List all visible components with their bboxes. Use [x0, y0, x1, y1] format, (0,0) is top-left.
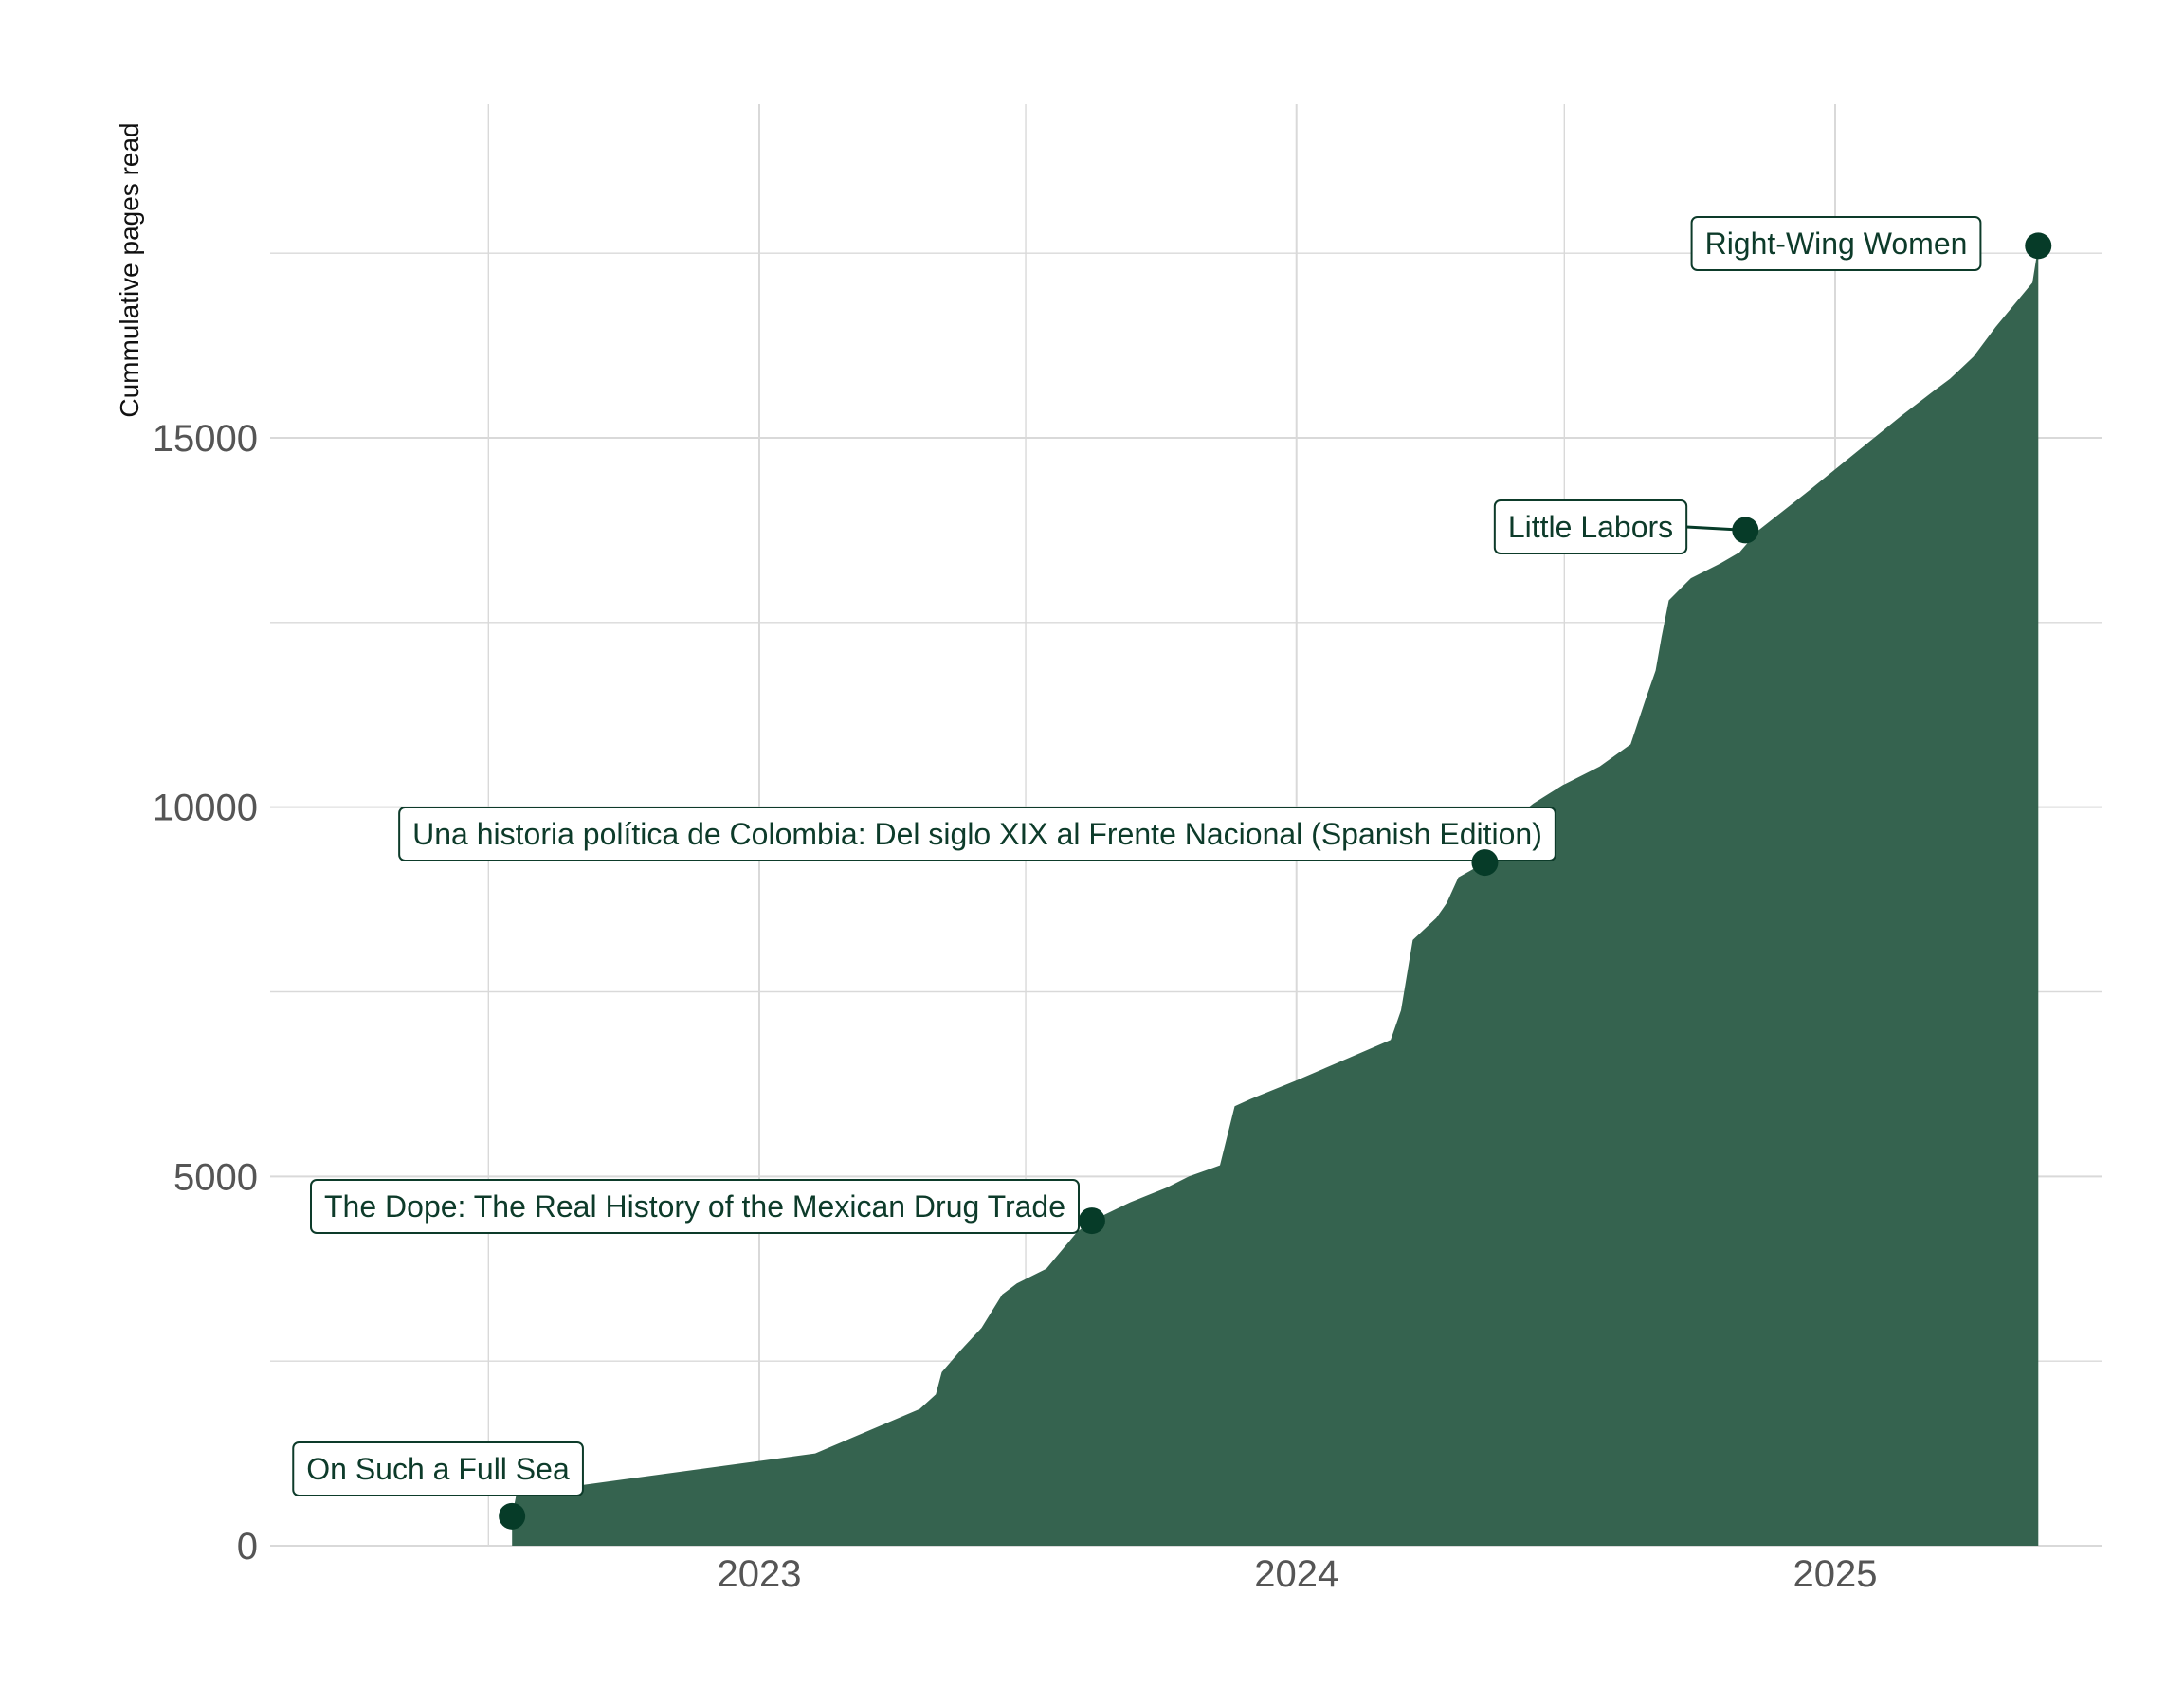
y-tick-label: 0 [237, 1526, 258, 1568]
y-tick-label: 15000 [153, 418, 258, 460]
annotation: The Dope: The Real History of the Mexica… [310, 1179, 1105, 1235]
y-tick-label: 5000 [173, 1156, 258, 1198]
annotation-box [398, 807, 1556, 861]
annotation-point [1471, 849, 1499, 877]
annotation-box [1690, 216, 1982, 271]
annotation-box [292, 1441, 584, 1496]
annotations: On Such a Full Sea The Dope: The Real His… [292, 216, 2052, 1530]
annotation-point [1732, 517, 1759, 544]
annotation: On Such a Full Sea [292, 1441, 584, 1530]
annotation-label: The Dope: The Real History of the Mexica… [324, 1189, 1065, 1224]
annotation-point [499, 1502, 526, 1530]
annotation-box [310, 1179, 1080, 1234]
y-tick-label: 10000 [153, 788, 258, 829]
annotation-label: Right-Wing Women [1705, 227, 1968, 261]
annotation-label: On Such a Full Sea [306, 1452, 570, 1486]
annotation-label: Una historia política de Colombia: Del s… [412, 817, 1542, 851]
axes: 0 5000 10000 15000 2023 2024 2025 Cummulative p… [115, 122, 1877, 1595]
annotation: Right-Wing Women [1690, 216, 2052, 271]
annotation: Little Labors [1493, 499, 1759, 554]
x-tick-label: 2023 [718, 1553, 802, 1595]
x-tick-label: 2025 [1793, 1553, 1878, 1595]
cumulative-area [512, 245, 2039, 1546]
y-axis-title: Cummulative pages read [115, 122, 144, 417]
annotation-label: Little Labors [1508, 510, 1673, 544]
x-tick-label: 2024 [1254, 1553, 1338, 1595]
annotation: Una historia política de Colombia: Del s… [398, 807, 1556, 877]
annotation-point [2025, 232, 2052, 260]
annotation-point [1078, 1207, 1105, 1235]
area-series [512, 245, 2039, 1546]
